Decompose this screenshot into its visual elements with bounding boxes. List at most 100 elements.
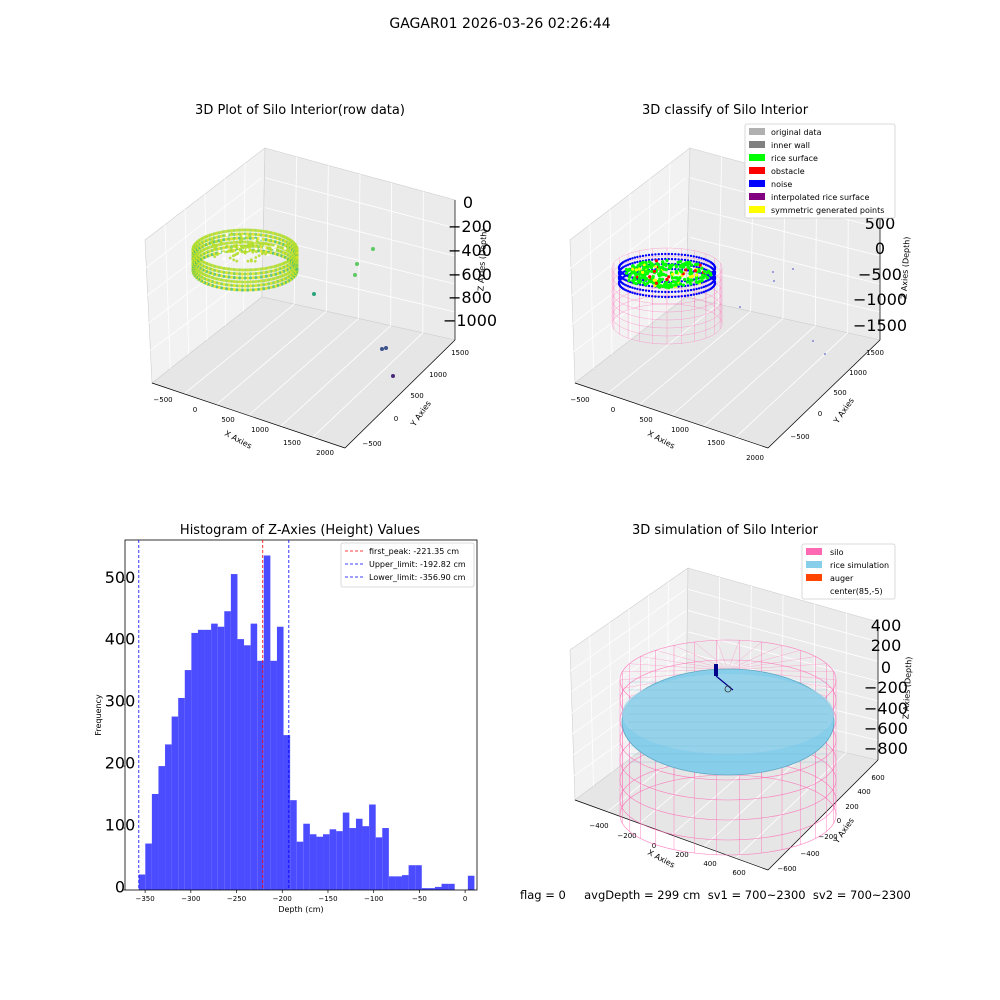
panel4-x-tick-label: 600 <box>732 869 745 877</box>
panel2-outlier-point <box>812 340 814 342</box>
panel2-noise-point <box>703 291 705 293</box>
panel2-surface-point <box>625 272 628 275</box>
panel2-noise-point <box>690 255 692 257</box>
panel2-y-tick-label: −500 <box>790 433 809 441</box>
panel4-z-tick-label: 400 <box>871 616 902 635</box>
histogram-bar <box>409 865 416 890</box>
panel4-legend-label: center(85,-5) <box>830 587 883 596</box>
panel2-noise-point <box>695 293 697 295</box>
panel2-noise-point <box>654 295 656 297</box>
histogram-bar <box>237 639 244 890</box>
panel2-surface-point <box>682 284 685 287</box>
panel2-noise-point <box>631 257 633 259</box>
histogram-bar <box>363 826 370 890</box>
panel2-y-tick-label: 1500 <box>866 349 884 357</box>
panel1-data-point <box>246 248 249 251</box>
panel4-z-tick-label: −200 <box>864 678 908 697</box>
panel2-x-tick-label: 1000 <box>671 426 689 434</box>
histogram-x-tick-label: 0 <box>463 895 467 903</box>
panel2-x-tick-label: 1500 <box>707 439 725 447</box>
panel2-surface-point <box>669 265 672 268</box>
panel2-surface-point <box>700 267 703 270</box>
panel2-noise-point <box>681 254 683 256</box>
panel2-surface-point <box>696 281 699 284</box>
panel2-noise-point <box>639 288 641 290</box>
panel2-legend-swatch <box>749 141 765 148</box>
panel1-data-point <box>261 252 264 255</box>
panel2-noise-point <box>668 291 670 293</box>
histogram-bar <box>389 876 396 890</box>
panel1-data-point <box>233 276 236 279</box>
panel2-surface-point <box>707 270 710 273</box>
panel4-y-tick-label: 600 <box>871 774 884 782</box>
panel2-noise-point <box>695 288 697 290</box>
panel2-surface-point <box>662 262 665 265</box>
panel2-surface-point <box>667 286 670 289</box>
panel2-gridline <box>630 194 631 340</box>
panel4-y-tick-label: −400 <box>800 850 819 858</box>
panel2-legend-label: original data <box>771 128 822 137</box>
panel1-outlier-point <box>384 346 388 350</box>
panel1-data-point <box>230 232 233 235</box>
panel2-noise-point <box>714 266 716 268</box>
panel2-surface-point <box>682 265 685 268</box>
histogram-bar <box>395 876 402 890</box>
panel1-y-tick-label: 0 <box>394 415 398 423</box>
panel2-noise-point <box>651 285 653 287</box>
panel1-data-point <box>232 254 235 257</box>
panel1-data-point <box>258 254 261 257</box>
panel2-noise-point <box>651 254 653 256</box>
panel1-data-point <box>257 268 260 271</box>
histogram-x-tick-label: −150 <box>318 895 337 903</box>
panel2-noise-point <box>671 296 673 298</box>
panel2-noise-point <box>631 292 633 294</box>
panel1-data-point <box>236 247 239 250</box>
histogram-bar <box>336 831 343 890</box>
panel1-y-axis-label: Y Axies <box>408 399 433 429</box>
histogram-x-tick-label: −250 <box>227 895 246 903</box>
panel2-noise-point <box>642 294 644 296</box>
panel1-data-point <box>233 284 236 287</box>
panel1-data-point <box>255 250 258 253</box>
panel1-data-point <box>233 288 236 291</box>
histogram-bar <box>198 630 205 890</box>
panel4-legend: silo rice simulation auger center(85,-5) <box>802 544 895 599</box>
panel1-data-point <box>255 244 258 247</box>
panel2-surface-point <box>665 278 668 281</box>
panel2-noise-point <box>636 261 638 263</box>
panel1-data-point <box>235 260 238 263</box>
panel2-noise-point <box>671 258 673 260</box>
panel2-noise-point <box>698 292 700 294</box>
histogram-bar <box>442 884 449 890</box>
panel2-legend-box <box>745 124 895 218</box>
panel2-noise-point <box>648 290 650 292</box>
panel1-data-point <box>254 233 257 236</box>
histogram-bar <box>343 813 350 890</box>
panel1-data-point <box>202 244 205 247</box>
histogram-bar <box>369 805 376 890</box>
panel1-outlier-point <box>371 247 375 251</box>
panel1-z-tick-label: 0 <box>463 193 473 212</box>
panel4-y-tick-label: 400 <box>857 788 870 796</box>
panel2-surface-point <box>704 274 707 277</box>
panel2-noise-point <box>674 253 676 255</box>
panel2-x-tick-label: 500 <box>639 416 652 424</box>
panel1-data-point <box>255 248 258 251</box>
panel2-noise-point <box>677 295 679 297</box>
panel1-data-point <box>295 247 298 250</box>
panel2-noise-point <box>651 259 653 261</box>
panel2-noise-point <box>695 256 697 258</box>
panel2-surface-point <box>686 280 689 283</box>
panel1-x-axis-label: X Axies <box>223 429 253 451</box>
panel2-surface-point <box>695 273 698 276</box>
panel2-noise-point <box>658 291 660 293</box>
panel2-surface-point <box>689 275 692 278</box>
panel2-noise-point <box>714 276 716 278</box>
panel2-noise-point <box>636 293 638 295</box>
panel2-noise-point <box>639 255 641 257</box>
panel2-surface-point <box>683 278 686 281</box>
histogram-bar <box>349 828 356 890</box>
status-footer: flag = 0 avgDepth = 299 cm sv1 = 700~230… <box>520 888 911 902</box>
panel2-surface-point <box>638 276 641 279</box>
